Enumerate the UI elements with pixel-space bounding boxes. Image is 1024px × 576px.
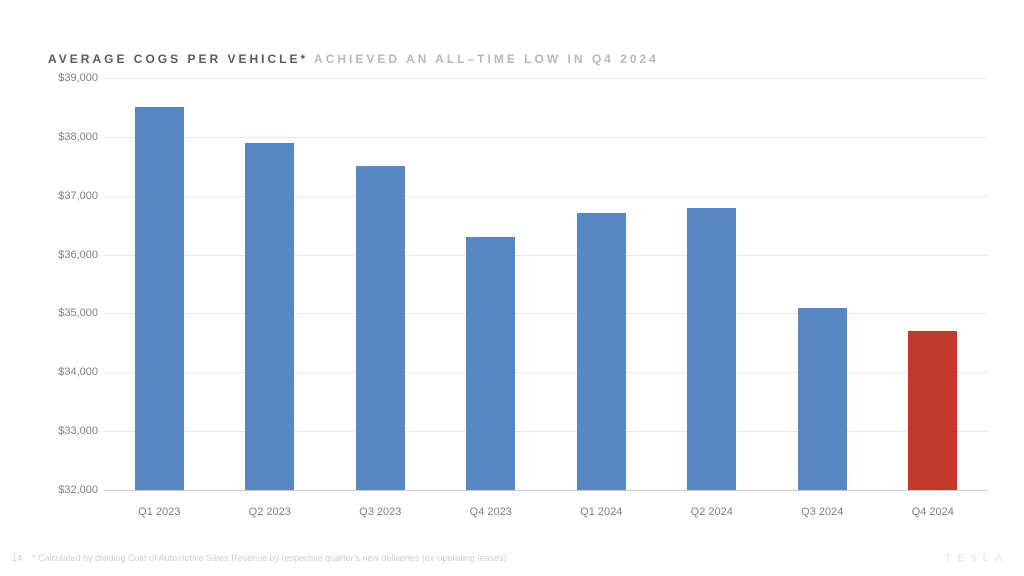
bar (577, 213, 626, 490)
bar (687, 208, 736, 491)
bar (798, 308, 847, 490)
y-tick-label: $35,000 (48, 307, 98, 319)
bar (356, 166, 405, 490)
bar (135, 107, 184, 490)
bars-layer (104, 78, 988, 490)
brand-wordmark: TESLA (945, 553, 1008, 564)
y-tick-label: $33,000 (48, 425, 98, 437)
x-tick-label: Q1 2023 (138, 506, 180, 518)
bar (245, 143, 294, 490)
x-tick-label: Q4 2023 (470, 506, 512, 518)
y-tick-label: $37,000 (48, 190, 98, 202)
y-tick-label: $39,000 (48, 72, 98, 84)
title-bold: AVERAGE COGS PER VEHICLE* (48, 52, 308, 66)
x-tick-label: Q3 2023 (359, 506, 401, 518)
x-tick-label: Q2 2024 (691, 506, 733, 518)
x-tick-label: Q3 2024 (801, 506, 843, 518)
bar (466, 237, 515, 490)
title-light: ACHIEVED AN ALL–TIME LOW IN Q4 2024 (308, 52, 659, 66)
footnote-text: * Calculated by dividing Cost of Automot… (32, 553, 506, 563)
x-tick-label: Q2 2023 (249, 506, 291, 518)
page-number: 14 (12, 553, 22, 563)
y-tick-label: $34,000 (48, 366, 98, 378)
y-tick-label: $36,000 (48, 249, 98, 261)
bar (908, 331, 957, 490)
y-tick-label: $32,000 (48, 484, 98, 496)
slide: AVERAGE COGS PER VEHICLE* ACHIEVED AN AL… (0, 0, 1024, 576)
x-tick-label: Q1 2024 (580, 506, 622, 518)
slide-title: AVERAGE COGS PER VEHICLE* ACHIEVED AN AL… (48, 52, 659, 66)
bar-chart: $32,000 $33,000 $34,000 $35,000 $36,000 $37,0… (48, 78, 988, 518)
y-tick-label: $38,000 (48, 131, 98, 143)
x-tick-label: Q4 2024 (912, 506, 954, 518)
gridline (104, 490, 988, 491)
